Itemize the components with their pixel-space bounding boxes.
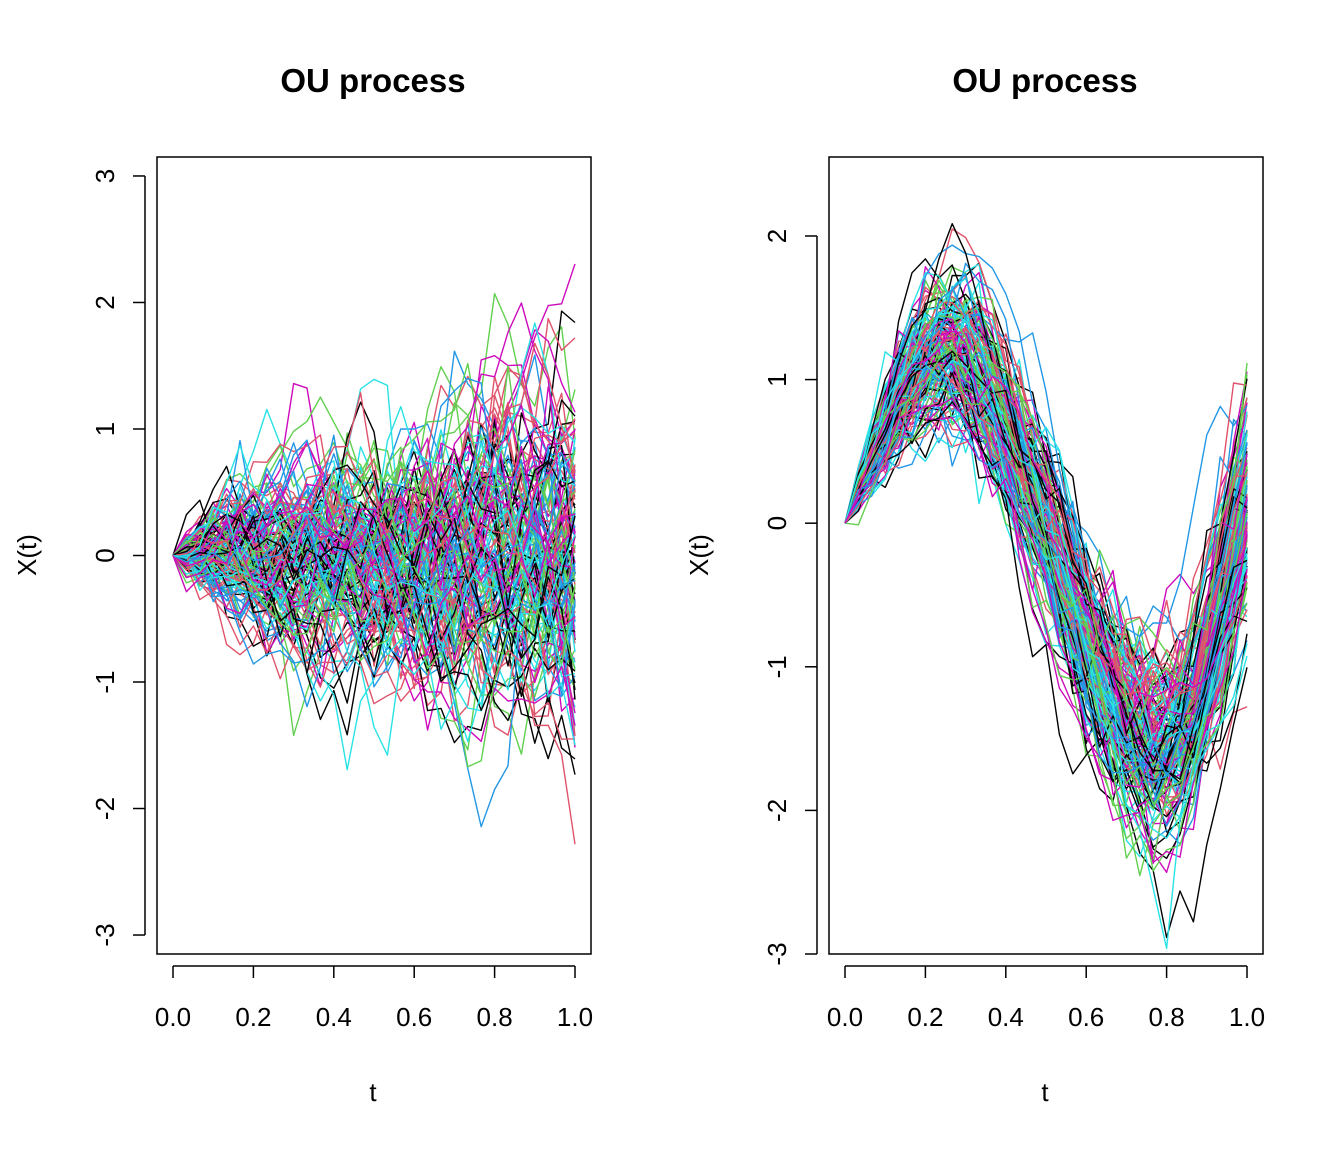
left-plot-frame	[156, 156, 592, 955]
right-x-tick-label: 0.0	[827, 1002, 863, 1032]
right-x-tick-label: 0.4	[988, 1002, 1024, 1032]
right-x-tick-label: 0.2	[907, 1002, 943, 1032]
left-y-tick-label: 1	[90, 422, 120, 436]
left-y-tick-label: -1	[90, 670, 120, 693]
left-series-line-136	[172, 426, 576, 708]
left-series-line-146	[172, 392, 576, 845]
left-y-tick-label: -2	[90, 797, 120, 820]
right-y-tick-label: -3	[762, 942, 792, 965]
left-series-line-138	[172, 523, 576, 742]
right-series-line-135	[844, 315, 1248, 810]
left-x-tick-label: 1.0	[557, 1002, 593, 1032]
left-y-tick-label: 2	[90, 295, 120, 309]
left-x-tick-label: 0.2	[235, 1002, 271, 1032]
left-x-axis-title: t	[369, 1077, 377, 1107]
right-panel: OU process 0.0 0.2 0.4 0.6 0.8 1.0 -3-2-1012 …	[684, 62, 1265, 1107]
left-series-line-131	[172, 554, 576, 702]
left-series-line-83	[172, 322, 576, 596]
right-y-axis: -3 -2 -1 0 1 2	[762, 229, 818, 966]
right-x-axis: 0.0 0.2 0.4 0.6 0.8 1.0	[827, 965, 1265, 1032]
left-series-line-133	[172, 460, 576, 704]
left-series-line-149	[172, 466, 576, 631]
right-series-line-149	[844, 311, 1248, 950]
left-x-tick-label: 0.6	[396, 1002, 432, 1032]
left-y-tick-label: -3	[90, 923, 120, 946]
left-series-line-147	[172, 502, 576, 768]
left-x-axis: 0.0 0.2 0.4 0.6 0.8 1.0	[155, 965, 593, 1032]
left-plot-lines	[172, 263, 576, 845]
right-x-axis-title: t	[1041, 1077, 1049, 1107]
left-x-tick-label: 0.4	[316, 1002, 352, 1032]
left-series-line-126	[172, 404, 576, 610]
left-y-tick-label: 3	[90, 169, 120, 183]
left-y-axis: -3 -2 -1 0 1 2 3	[90, 169, 146, 947]
right-series-line-150	[844, 325, 1248, 728]
right-series-line-143	[844, 359, 1248, 839]
right-y-axis-title: X(t)	[684, 534, 714, 576]
left-chart-title: OU process	[280, 62, 465, 99]
right-series-line-139	[844, 352, 1248, 763]
right-series-line-138	[844, 357, 1248, 788]
left-series-line-144	[172, 495, 576, 629]
left-series-line-142	[172, 520, 576, 828]
left-y-tick-label: 0	[90, 548, 120, 562]
right-series-line-123	[844, 348, 1248, 877]
left-y-axis-title: X(t)	[12, 534, 42, 576]
right-series-line-144	[844, 397, 1248, 864]
right-y-tick-label: -1	[762, 655, 792, 678]
left-series-line-135	[172, 534, 576, 665]
left-series-line-140	[172, 476, 576, 605]
right-y-tick-label: 0	[762, 516, 792, 530]
left-series-line-102	[172, 441, 576, 714]
left-series-line-143	[172, 554, 576, 756]
left-series-line-134	[172, 418, 576, 583]
right-series-line-56	[844, 286, 1248, 730]
right-y-tick-label: 1	[762, 372, 792, 386]
left-series-line-148	[172, 461, 576, 675]
right-chart-title: OU process	[952, 62, 1137, 99]
left-series-line-80	[172, 458, 576, 642]
left-series-line-113	[172, 465, 576, 652]
left-x-tick-label: 0.0	[155, 1002, 191, 1032]
right-series-line-140	[844, 333, 1248, 696]
right-x-tick-label: 0.6	[1068, 1002, 1104, 1032]
right-plot-frame	[828, 156, 1264, 955]
left-series-line-109	[172, 399, 576, 641]
right-x-tick-label: 1.0	[1229, 1002, 1265, 1032]
right-x-tick-label: 0.8	[1149, 1002, 1185, 1032]
left-panel: OU process 0.0 0.2 0.4 0.6 0.8 1.0 -3 -2 -1 0 1 2 3…	[12, 62, 593, 1107]
right-y-tick-label: -2	[762, 799, 792, 822]
left-series-line-150	[172, 487, 576, 664]
left-series-line-120	[172, 442, 576, 748]
right-series-line-145	[844, 350, 1248, 780]
left-x-tick-label: 0.8	[477, 1002, 513, 1032]
left-series-line-145	[172, 501, 576, 682]
left-series-line-106	[172, 446, 576, 621]
right-series-line-95	[844, 272, 1248, 771]
right-series-line-129	[844, 387, 1248, 861]
right-series-line-148	[844, 273, 1248, 777]
right-plot-lines	[844, 222, 1248, 950]
right-y-tick-label: 2	[762, 229, 792, 243]
